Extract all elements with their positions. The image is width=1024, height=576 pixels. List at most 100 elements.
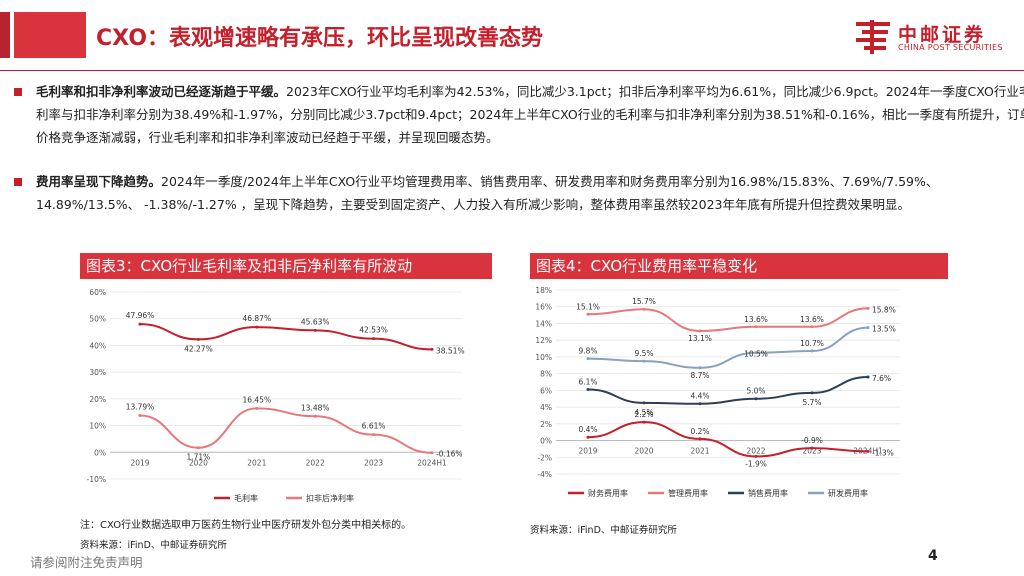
data-label: 6.61%: [362, 422, 386, 431]
y-tick-label: 14%: [535, 319, 552, 328]
chart-expense: 18% 16% 14% 12% 10% 8% 6% 4% 2% 0% -2% -4% 2019 2020 2…: [535, 286, 900, 498]
data-point: [586, 388, 590, 392]
y-tick-label: 18%: [535, 286, 552, 295]
data-point: [430, 451, 434, 455]
data-point: [698, 366, 702, 370]
data-label: 45.63%: [301, 317, 330, 326]
data-label: 13.6%: [800, 315, 824, 324]
data-point: [810, 391, 814, 395]
data-label: 46.87%: [242, 314, 271, 323]
y-tick-label: 10%: [535, 353, 552, 362]
data-point: [138, 322, 142, 326]
x-tick-label: 2019: [578, 447, 597, 456]
disclaimer-text: 请参阅附注免责声明: [30, 555, 143, 570]
data-point: [313, 328, 317, 332]
china-post-logo-icon: [856, 20, 890, 54]
data-label: 4.5%: [634, 408, 653, 417]
data-label: 42.53%: [359, 326, 388, 335]
series-line: [587, 326, 869, 369]
chart3-source: 资料来源：iFinD、中邮证券研究所: [80, 540, 227, 551]
series-line: [139, 407, 433, 454]
data-point: [586, 357, 590, 361]
data-label: 2.2%: [634, 410, 653, 419]
header-divider: [0, 70, 1024, 71]
accent-block: [14, 12, 86, 58]
data-label: 9.8%: [578, 347, 597, 356]
series-line: [139, 323, 433, 351]
chart-margin: 60% 50% 40% 30% 20% 10% 0% -10% 2019 2020 2021 2022…: [87, 288, 465, 503]
x-tick-label: 2024H1: [417, 458, 447, 467]
accent-bar: [0, 12, 10, 58]
data-point: [586, 312, 590, 316]
y-tick-label: -10%: [87, 475, 106, 484]
data-label: 13.79%: [126, 402, 155, 411]
data-point: [372, 337, 376, 341]
chart4-title: 图表4：CXO行业费用率平稳变化: [530, 253, 948, 279]
data-point: [642, 359, 646, 363]
data-label: -1.3%: [872, 448, 894, 457]
data-point: [642, 307, 646, 311]
y-tick-label: 20%: [89, 395, 106, 404]
data-point: [255, 325, 259, 329]
data-point: [866, 306, 870, 310]
data-point: [430, 347, 434, 351]
data-label: 5.0%: [746, 387, 765, 396]
y-tick-label: 60%: [89, 288, 106, 297]
x-tick-label: 2020: [189, 458, 208, 467]
y-tick-label: 50%: [89, 315, 106, 324]
x-tick-label: 2023: [364, 458, 383, 467]
paragraph-lead: 费用率呈现下降趋势。: [36, 174, 162, 189]
legend-label: 毛利率: [234, 493, 258, 503]
y-tick-label: 2%: [540, 420, 552, 429]
data-point: [255, 406, 259, 410]
y-tick-label: 16%: [535, 303, 552, 312]
x-tick-label: 2021: [247, 458, 266, 467]
chart3-title: 图表3：CXO行业毛利率及扣非后净利率有所波动: [80, 253, 492, 279]
data-point: [313, 414, 317, 418]
data-label: 13.5%: [872, 325, 896, 334]
data-label: 7.6%: [872, 374, 891, 383]
x-tick-label: 2019: [130, 458, 149, 467]
logo-text-en: CHINA POST SECURITIES: [898, 43, 1003, 52]
data-label: 47.96%: [126, 311, 155, 320]
data-label: 10.5%: [744, 350, 768, 359]
data-label: 13.6%: [744, 315, 768, 324]
y-tick-label: 8%: [540, 370, 552, 379]
x-tick-label: 2021: [690, 447, 709, 456]
chart-note: 注：CXO行业数据选取申万医药生物行业中医疗研发外包分类中相关标的。: [80, 520, 412, 531]
data-point: [810, 325, 814, 329]
data-point: [196, 337, 200, 341]
data-point: [196, 446, 200, 450]
legend-label: 扣非后净利率: [306, 493, 354, 503]
data-point: [698, 437, 702, 441]
paragraph-lead: 毛利率和扣非净利率波动已经逐渐趋于平缓。: [36, 84, 287, 99]
x-tick-label: 2023: [802, 447, 821, 456]
x-tick-label: 2022: [306, 458, 325, 467]
x-tick-label: 2020: [634, 447, 653, 456]
data-label: 1.71%: [186, 453, 210, 462]
y-tick-label: 4%: [540, 403, 552, 412]
y-tick-label: 0%: [94, 448, 106, 457]
y-tick-label: -4%: [537, 470, 552, 479]
company-logo: 中邮证券 CHINA POST SECURITIES: [854, 18, 1014, 58]
data-point: [754, 454, 758, 458]
legend-label: 研发费用率: [828, 488, 868, 498]
data-label: 15.7%: [632, 297, 656, 306]
data-label: 6.1%: [578, 378, 597, 387]
y-tick-label: 30%: [89, 368, 106, 377]
data-label: 0.2%: [690, 427, 709, 436]
data-label: 5.7%: [802, 398, 821, 407]
data-label: 16.45%: [242, 395, 271, 404]
data-label: 13.48%: [301, 403, 330, 412]
data-label: -0.9%: [801, 436, 823, 445]
paragraph-text: 2023年CXO行业平均毛利率为42.53%，同比减少3.1pct；扣非后净利率…: [36, 84, 1024, 145]
data-point: [698, 402, 702, 406]
data-point: [372, 433, 376, 437]
page-title: CXO：表观增速略有承压，环比呈现改善态势: [96, 26, 544, 51]
data-label: 9.5%: [634, 349, 653, 358]
y-tick-label: 10%: [89, 422, 106, 431]
data-label: 15.1%: [576, 302, 600, 311]
data-point: [698, 329, 702, 333]
page-number: 4: [928, 548, 938, 564]
y-tick-label: 40%: [89, 341, 106, 350]
